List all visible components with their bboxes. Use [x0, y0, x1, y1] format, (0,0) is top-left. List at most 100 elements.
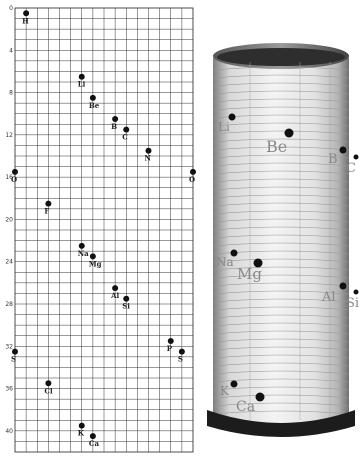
y-tick-label: 8: [9, 90, 13, 97]
cylinder-point: [228, 113, 236, 121]
element-point: [167, 338, 174, 344]
cylinder-label: Ca: [236, 399, 255, 415]
element-label: Be: [89, 101, 100, 110]
y-tick-label: 28: [5, 301, 13, 308]
element-point: [12, 348, 18, 355]
cylinder-point: [230, 249, 238, 257]
element-label: Si: [122, 302, 130, 311]
element-label: K: [78, 429, 85, 438]
element-point: [89, 253, 96, 260]
cylinder-base: [207, 410, 355, 437]
cylinder-label: Na: [216, 255, 234, 269]
cylinder-line: [213, 282, 349, 287]
cylinder-point: [284, 128, 294, 138]
cylinder-line: [213, 178, 349, 183]
cylinder-line: [213, 146, 349, 151]
cylinder-body: [213, 49, 349, 423]
cylinder-label: Si: [346, 296, 359, 311]
cylinder-line: [213, 274, 349, 279]
cylinder-line: [213, 306, 349, 311]
cylinder-line: [213, 226, 349, 231]
cylinder-line: [213, 258, 349, 263]
cylinder-line: [213, 354, 349, 359]
cylinder-line: [213, 402, 349, 407]
element-point: [12, 168, 18, 175]
periodic-spiral-grid: [14, 7, 194, 453]
cylinder-line: [213, 82, 349, 87]
element-label: S: [11, 355, 16, 364]
cylinder-point: [230, 380, 238, 388]
cylinder-label: Mg: [237, 265, 262, 283]
cylinder-line: [213, 66, 349, 71]
cylinder-line: [213, 218, 349, 223]
element-point: [123, 126, 130, 133]
cylinder-line: [213, 250, 349, 255]
cylinder-line: [213, 362, 349, 367]
cylinder-line: [213, 378, 349, 383]
cylinder-line: [213, 210, 349, 215]
cylinder-line: [213, 290, 349, 295]
element-label: H: [22, 16, 29, 25]
element-point: [45, 200, 52, 207]
element-label: Li: [78, 80, 86, 89]
y-tick-label: 0: [9, 5, 13, 12]
element-label: S: [178, 355, 183, 364]
element-label: C: [122, 133, 128, 142]
cylinder-label: Li: [218, 120, 230, 134]
y-tick-label: 12: [5, 132, 13, 139]
cylinder-line: [213, 122, 349, 127]
element-label: P: [167, 344, 173, 353]
cylinder-point: [353, 289, 359, 295]
element-point: [45, 380, 52, 387]
cylinder-line: [213, 114, 349, 119]
element-point: [78, 242, 85, 249]
cylinder-line: [213, 202, 349, 207]
y-tick-label: 16: [5, 174, 13, 181]
element-label: O: [189, 175, 195, 184]
cylinder-line: [213, 98, 349, 103]
cylinder-line: [213, 410, 349, 415]
cylinder-label: Al: [321, 290, 336, 305]
cylinder-line: [213, 322, 349, 327]
cylinder-line: [213, 338, 349, 343]
cylinder-line: [213, 138, 349, 143]
cylinder-line: [213, 330, 349, 335]
cylinder-line: [213, 346, 349, 351]
y-tick-label: 40: [5, 428, 13, 435]
cylinder-line: [213, 194, 349, 199]
cylinder-label: B: [328, 152, 338, 167]
element-label: O: [11, 175, 17, 184]
cylinder-line: [213, 266, 349, 271]
element-point: [123, 295, 130, 302]
cylinder-line: [213, 130, 349, 135]
grid-y-axis-ticks: 0 4 8 12 16 20 24 28 32 36 40: [5, 5, 13, 435]
cylinder-line: [213, 186, 349, 191]
element-point: [23, 10, 30, 17]
element-label: N: [145, 154, 152, 163]
element-label: Ca: [89, 439, 100, 448]
element-point: [190, 168, 196, 175]
cylinder-point: [353, 154, 359, 160]
element-point: [145, 147, 152, 154]
element-label: F: [44, 207, 49, 216]
cylinder-point: [339, 146, 347, 154]
cylinder-line: [213, 154, 349, 159]
element-label: Cl: [44, 386, 53, 395]
y-tick-label: 32: [5, 343, 13, 350]
cylinder-line: [213, 314, 349, 319]
cylinder-label: Be: [266, 137, 287, 156]
cylinder-line: [213, 386, 349, 391]
cylinder-line: [213, 74, 349, 79]
y-tick-label: 24: [5, 259, 13, 266]
cylinder-line: [213, 170, 349, 175]
element-point: [89, 94, 96, 101]
element-label: Mg: [89, 259, 102, 268]
cylinder-line: [213, 394, 349, 399]
cylinder-point: [253, 258, 263, 268]
cylinder-line: [213, 106, 349, 111]
element-point: [112, 116, 119, 122]
element-label: B: [111, 122, 117, 131]
